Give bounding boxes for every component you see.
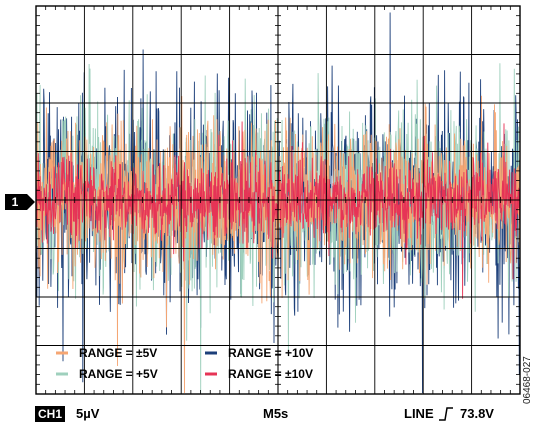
legend-label-3: RANGE = ±10V [228, 367, 313, 381]
plot-border [35, 5, 521, 395]
channel-marker-label: 1 [12, 195, 19, 209]
figure-id: 06468-027 [522, 356, 533, 404]
legend-label-0: RANGE = ±5V [79, 346, 157, 360]
vertical-scale: 5µV [76, 406, 100, 421]
channel-marker-box [5, 194, 27, 210]
legend-label-2: RANGE = +10V [228, 346, 313, 360]
channel-marker-arrow [27, 194, 35, 210]
trigger-level: 73.8V [460, 406, 494, 421]
channel-marker: 1 [5, 194, 35, 210]
graticule [35, 5, 521, 395]
legend: RANGE = ±5V RANGE = +5V RANGE = +10V RANGE … [56, 346, 313, 381]
legend-label-1: RANGE = +5V [79, 367, 158, 381]
trigger-source: LINE [404, 406, 434, 421]
channel-badge: CH1 [35, 406, 66, 422]
rising-edge-icon [439, 407, 453, 421]
timebase: M5s [263, 406, 289, 421]
